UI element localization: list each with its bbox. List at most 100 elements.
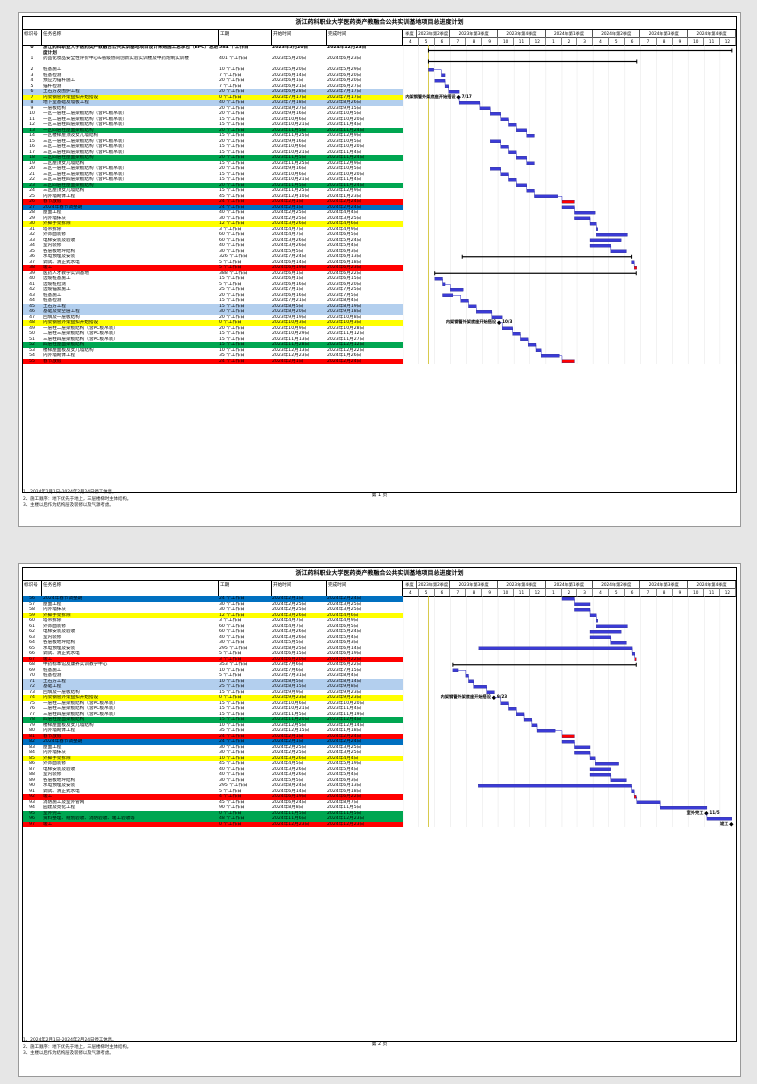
task-duration: 15 个工作日 xyxy=(219,331,245,336)
month-label: 9 xyxy=(482,588,499,596)
task-name: 调试、清正式水电 xyxy=(43,259,80,265)
task-id: 49 xyxy=(29,325,35,331)
task-duration: 15 个工作日 xyxy=(219,116,245,122)
task-start: 2024年4月7日 xyxy=(272,618,304,623)
table-row: 15 三区一层柱二层梁板结构（含PC板吊装） 20 个工作日 2023年9月16日 20… xyxy=(23,139,403,145)
task-duration: 25 个工作日 xyxy=(219,684,245,689)
task-name: 外饰面装修 xyxy=(43,623,66,629)
task-finish: 2024年11月5日 xyxy=(327,810,362,816)
header-finish: 完成时间 xyxy=(327,30,403,45)
task-id: 43 xyxy=(29,292,35,298)
task-start: 2023年10月21日 xyxy=(272,149,310,155)
task-name: 土石方工程 xyxy=(43,678,66,684)
page-2: 浙江药科职业大学医药类产教融合公共实训基地项目总进度计划 标识号 任务名称 工期… xyxy=(18,563,741,1077)
quarter-label: 2024年第1季度 xyxy=(546,581,594,588)
task-start: 2023年6月1日 xyxy=(272,78,304,83)
task-bar xyxy=(561,739,575,744)
task-finish: 2024年4月4日 xyxy=(327,755,359,761)
task-id: 94 xyxy=(29,805,35,810)
task-start: 2023年6月28日 xyxy=(272,89,307,94)
month-label: 11 xyxy=(704,588,720,596)
table-row: 0 浙江药科职业大学医药类产教融合公共实训基地项目设计采购施工总承包（EPC）总进… xyxy=(23,45,403,56)
task-duration: 15 个工作日 xyxy=(219,144,245,149)
task-start: 2023年10月6日 xyxy=(272,171,307,177)
month-label: 2 xyxy=(561,37,578,45)
task-id: 54 xyxy=(29,353,35,358)
task-duration: 0 个工作日 xyxy=(219,94,242,100)
month-label: 4 xyxy=(593,588,609,596)
quarter-label: 2023年第2季度 xyxy=(417,581,451,588)
task-finish: 2023年12月9日 xyxy=(327,160,362,166)
task-duration: 5 个工作日 xyxy=(219,281,242,287)
task-name: 三层柱四层梁板结构（含PC板吊装） xyxy=(43,711,118,717)
task-name: 四层柱屋面梁板结构 xyxy=(43,342,85,347)
task-start: 2024年2月25日 xyxy=(272,601,307,607)
month-label: 6 xyxy=(624,37,641,45)
task-duration: 4 个工作日 xyxy=(219,794,242,799)
task-duration: 5 个工作日 xyxy=(219,651,242,656)
table-row: 78 四层柱屋面梁板结构 15 个工作日 2023年11月20日 2023年12月4日 xyxy=(23,717,403,723)
task-id: 61 xyxy=(29,623,35,629)
task-start: 2024年5月5日 xyxy=(272,777,304,783)
table-row: 16 三区二层柱三层梁板结构（含PC板吊装） 15 个工作日 2023年10月6日 20… xyxy=(23,144,403,150)
task-finish: 2023年12月14日 xyxy=(327,722,365,728)
dependency-line xyxy=(445,284,451,289)
task-finish: 2023年10月5日 xyxy=(327,138,362,144)
task-finish: 2024年3月25日 xyxy=(327,601,362,607)
month-label: 8 xyxy=(656,588,673,596)
summary-bar-end xyxy=(635,271,637,276)
table-row: 77 三层柱四层梁板结构（含PC板吊装） 15 个工作日 2023年11月5日 2023… xyxy=(23,712,403,718)
table-row: 64 各层板地坪结构 30 个工作日 2024年5月5日 2024年6月3日 xyxy=(23,640,403,646)
task-start: 2023年7月6日 xyxy=(272,667,304,673)
page-title: 浙江药科职业大学医药类产教融合公共实训基地项目总进度计划 xyxy=(23,17,736,30)
table-row: 32 外饰面装修 60 个工作日 2024年4月7日 2024年6月5日 xyxy=(23,232,403,238)
task-finish: 2023年9月18日 xyxy=(327,309,362,314)
task-name: 外脚手架拆除 xyxy=(43,221,71,226)
task-finish: 2023年9月8日 xyxy=(327,684,359,689)
summary-bar xyxy=(462,256,632,258)
page-number: 第 2 页 xyxy=(371,1042,388,1047)
task-name: 塔吊拆除 xyxy=(43,226,62,232)
task-name: 土石方及围护工程 xyxy=(43,89,80,94)
table-row: 3 桩基检测 7 个工作日 2023年6月14日 2023年6月20日 xyxy=(23,73,403,79)
task-id: 45 xyxy=(29,303,35,309)
task-finish: 2024年3月25日 xyxy=(327,744,362,750)
note: 1、2024年2月1日-2024年2月24日停工休息。 xyxy=(23,490,117,495)
task-id: 65 xyxy=(29,645,35,651)
task-bar xyxy=(468,679,474,684)
task-start: 2024年3月26日 xyxy=(272,237,307,243)
task-finish: 2023年9月15日 xyxy=(327,105,362,111)
task-finish: 2024年2月24日 xyxy=(327,199,362,204)
task-duration: 20 个工作日 xyxy=(219,105,245,111)
gantt-svg xyxy=(403,596,736,827)
month-label: 11 xyxy=(704,37,720,45)
table-row: 4 预应力锚杆施工 20 个工作日 2023年6月1日 2023年6月20日 xyxy=(23,78,403,84)
task-id: 13 xyxy=(29,127,35,133)
task-name: 各层板地坪结构 xyxy=(43,777,76,783)
task-duration: 20 个工作日 xyxy=(219,78,245,83)
task-name: 资料整理、规划验收、消防验收、竣工验收等 xyxy=(43,816,135,821)
task-duration: 15 个工作日 xyxy=(219,342,245,347)
task-finish: 2024年12月23日 xyxy=(327,816,365,821)
task-start: 2023年9月9日 xyxy=(272,689,304,695)
task-name: 2024年春节调整期 xyxy=(43,204,83,210)
table-row: 8 地下室基础及墙板工程 40 个工作日 2023年7月18日 2023年8月26日 xyxy=(23,100,403,106)
table-row: 62 电梯安装及验收 60 个工作日 2024年3月26日 2024年5月24日 xyxy=(23,629,403,635)
task-name: 内架钢管外架盘扣开始搭设 xyxy=(43,320,99,325)
page-1: 浙江药科职业大学医药类产教融合公共实训基地项目总进度计划 标识号 任务名称 工期… xyxy=(18,12,741,527)
task-finish: 2024年4月4日 xyxy=(327,210,359,215)
task-start: 2024年5月5日 xyxy=(272,640,304,645)
table-row: 38 竣工 5 个工作日 2024年6月19日 2024年6月23日 xyxy=(23,265,403,271)
task-bar xyxy=(460,298,469,303)
task-start: 2024年3月26日 xyxy=(272,612,307,618)
task-duration: 12 个工作日 xyxy=(219,221,245,226)
milestone-marker xyxy=(491,695,497,700)
task-duration: 90 个工作日 xyxy=(219,805,245,810)
task-bar xyxy=(516,712,525,717)
month-label: 4 xyxy=(403,37,419,45)
task-start: 2023年11月5日 xyxy=(272,155,307,160)
task-finish: 2024年5月24日 xyxy=(327,237,362,243)
task-duration: 30 个工作日 xyxy=(219,215,245,221)
month-label: 8 xyxy=(466,37,483,45)
task-bar xyxy=(535,348,542,352)
